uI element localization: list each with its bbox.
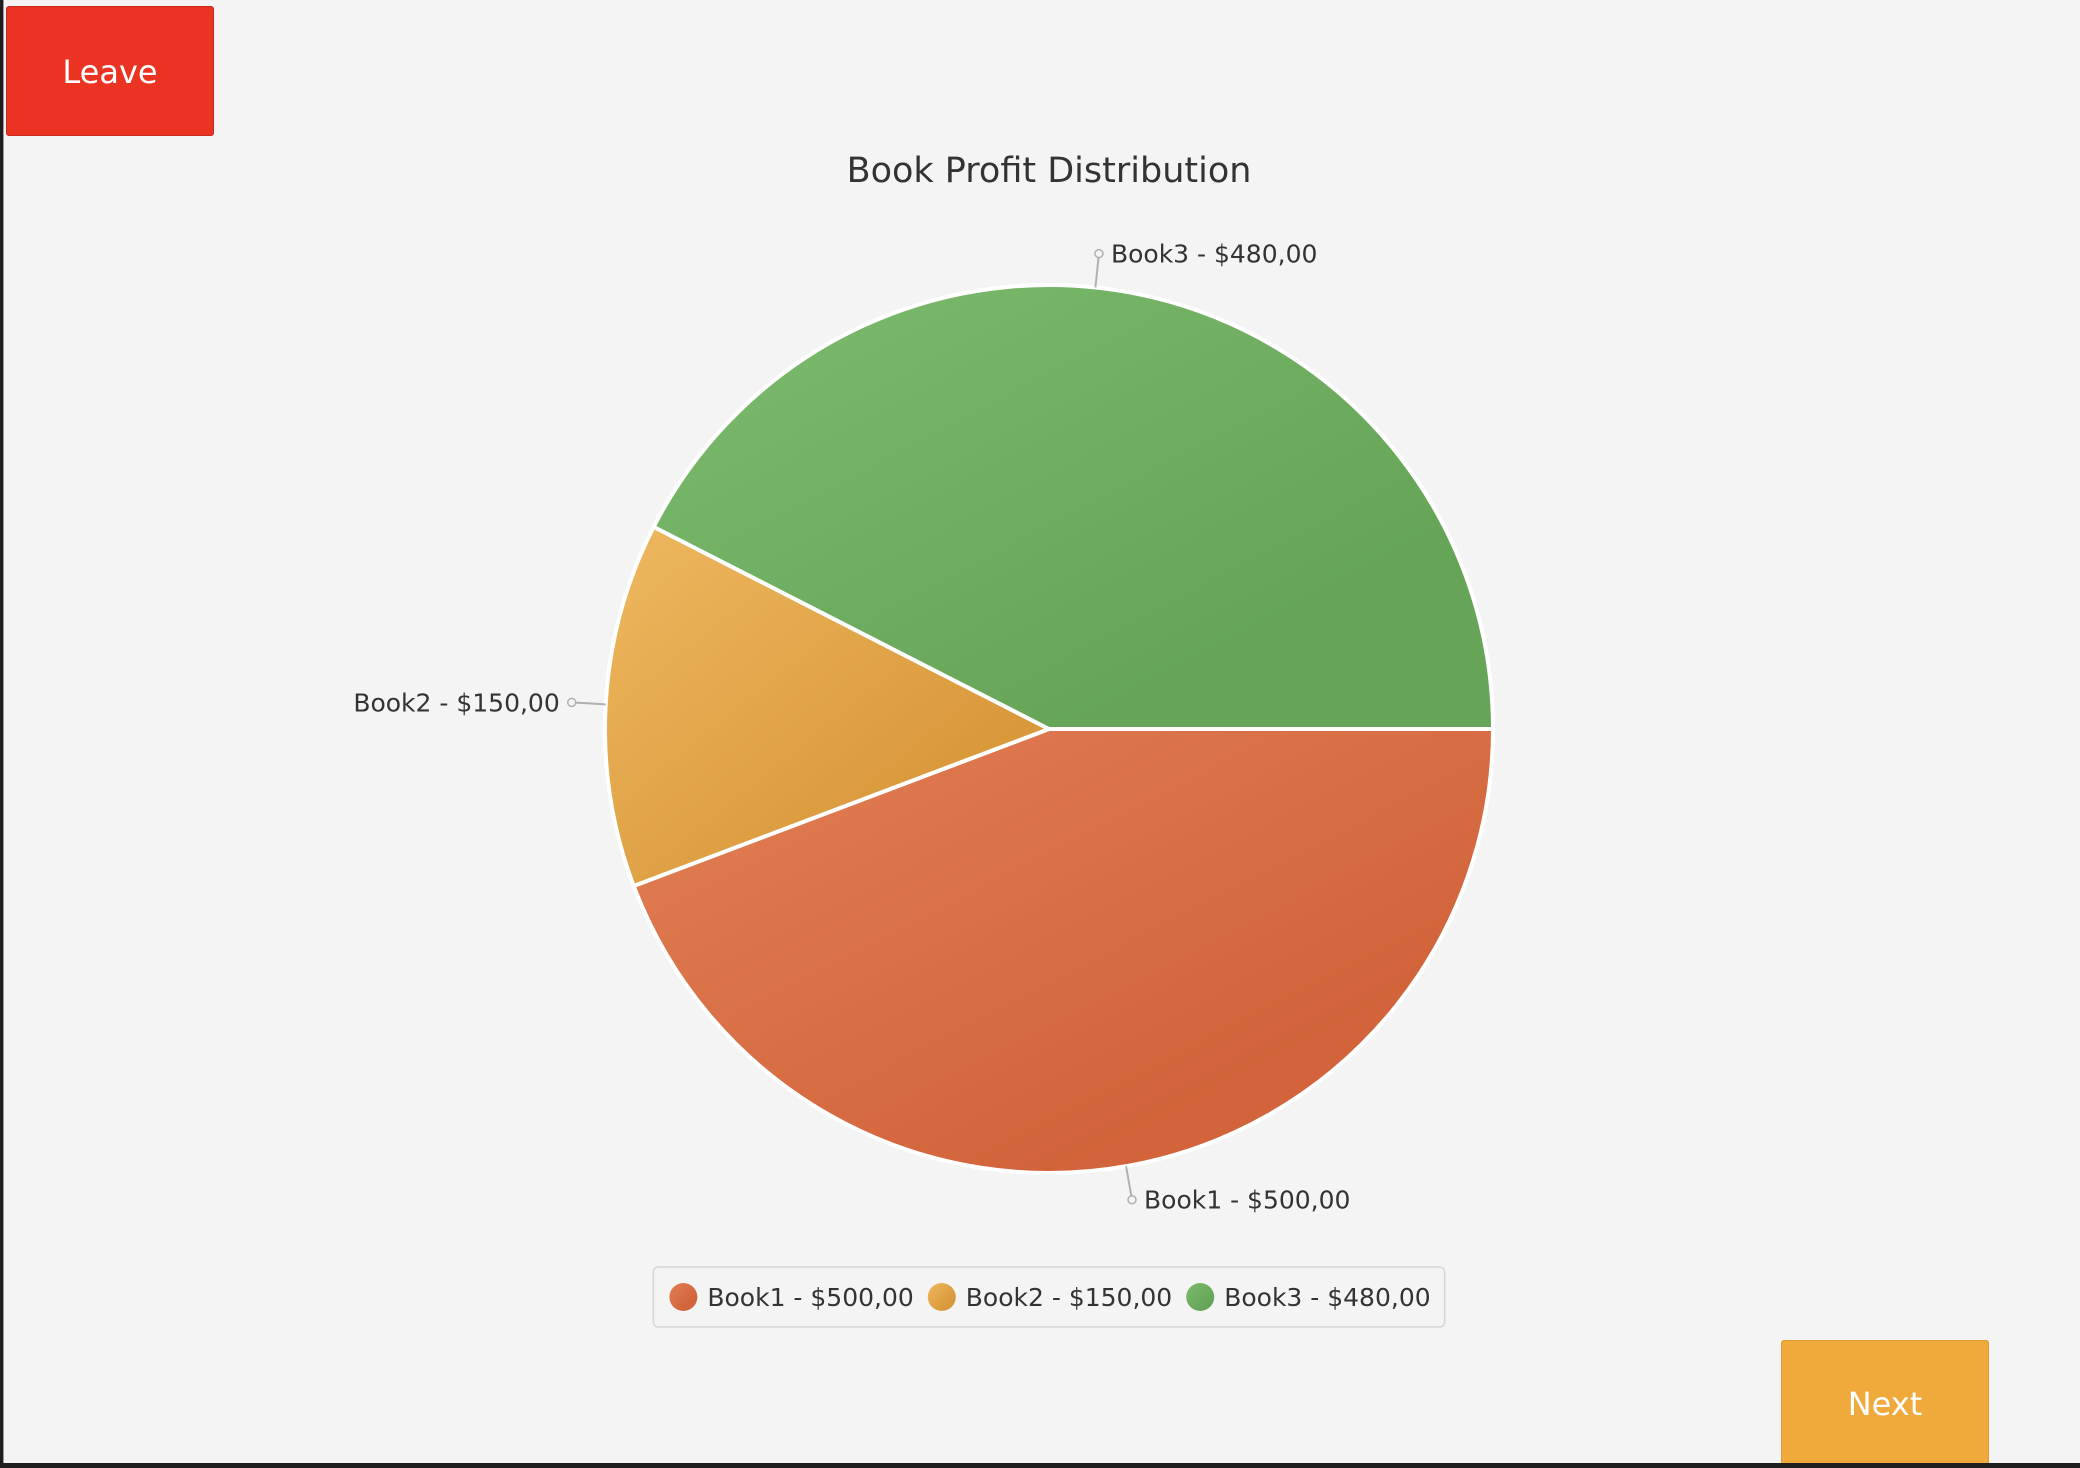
pie-slice-book3[interactable] <box>651 283 1495 731</box>
legend-label-book2: Book2 - $150,00 <box>966 1283 1172 1312</box>
chart-legend: Book1 - $500,00 Book2 - $150,00 Book3 - $4… <box>652 1266 1446 1328</box>
leader-dot-book1 <box>1127 1194 1137 1205</box>
leader-dot-book2 <box>566 697 577 708</box>
legend-marker-book1 <box>669 1283 698 1311</box>
legend-marker-book2 <box>927 1283 956 1311</box>
legend-label-book3: Book3 - $480,00 <box>1224 1283 1430 1312</box>
leave-button[interactable]: Leave <box>6 6 214 136</box>
leader-dot-book3 <box>1094 248 1104 259</box>
legend-box <box>652 1266 1446 1328</box>
pie-slice-book2[interactable] <box>603 524 1051 889</box>
pie-chart: Book Profit Distribution Book1 - $500,00… <box>353 151 1495 1328</box>
legend-label-book1: Book1 - $500,00 <box>707 1283 913 1312</box>
slice-label-book2: Book2 - $150,00 <box>353 688 559 717</box>
slice-label-book3: Book3 - $480,00 <box>1111 240 1317 269</box>
legend-marker-book3 <box>1186 1283 1215 1311</box>
pie-slice-book1[interactable] <box>631 727 1495 1175</box>
leader-line-book3 <box>1094 253 1100 288</box>
leader-line-book2 <box>571 701 606 706</box>
app-window: Book Profit Distribution Book1 - $500,00… <box>3 0 2080 1463</box>
slice-label-book1: Book1 - $500,00 <box>1144 1186 1350 1215</box>
leader-line-book1 <box>1125 1166 1133 1200</box>
next-button[interactable]: Next <box>1781 1340 1989 1463</box>
legend-item-book2: Book2 - $150,00 <box>927 1283 1172 1312</box>
chart-title: Book Profit Distribution <box>847 151 1252 191</box>
legend-item-book3: Book3 - $480,00 <box>1186 1283 1431 1312</box>
legend-item-book1: Book1 - $500,00 <box>669 1283 914 1312</box>
